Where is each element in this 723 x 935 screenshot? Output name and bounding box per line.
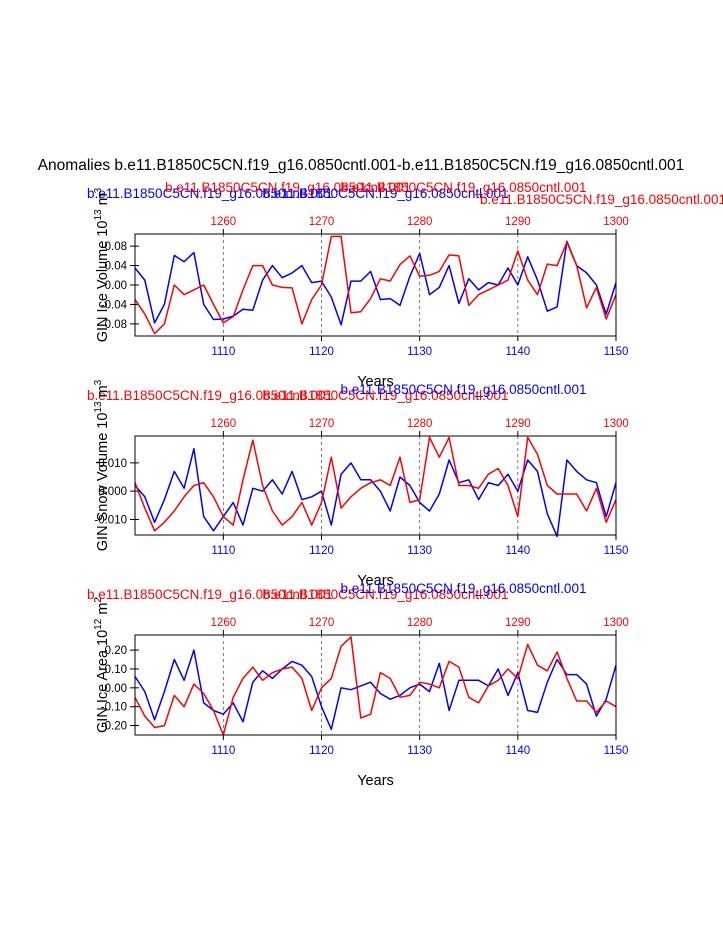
x-tick-label-top: 1270 bbox=[309, 216, 335, 228]
case-title: b.e11.B1850C5CN.f19_g16.0850cntl.001 bbox=[165, 180, 411, 195]
case-title: b.e11.B1850C5CN.f19_g16.0850cntl.001 bbox=[480, 192, 723, 207]
x-tick-label-bottom: 1130 bbox=[407, 346, 432, 358]
y-axis-label: GIN Ice Area 1012 m2 bbox=[93, 597, 111, 733]
series-line bbox=[134, 447, 617, 538]
panel-ice-volume: -0.08 -0.04 0.00 0.04 0.08 1110 1120 1130 1140 11… bbox=[87, 180, 723, 390]
x-tick-label-bottom: 1120 bbox=[309, 346, 334, 358]
x-tick-label-top: 1290 bbox=[505, 617, 531, 629]
series-line bbox=[134, 436, 617, 532]
plot-frame bbox=[134, 233, 617, 337]
x-tick-label-bottom: 1140 bbox=[505, 545, 530, 557]
case-title: b.e11.B1850C5CN.f19_g16.0850cntl.001 bbox=[341, 180, 587, 195]
y-tick-label: 0.00 bbox=[105, 683, 127, 695]
x-tick-label-bottom: 1110 bbox=[211, 545, 235, 557]
x-tick-label-bottom: 1150 bbox=[604, 545, 629, 557]
y-axis-label: GIN Snow Volume 1013 m3 bbox=[93, 379, 111, 551]
x-tick-label-bottom: 1120 bbox=[309, 545, 334, 557]
case-title: b.e11.B1850C5CN.f19_g16.0850cntl.001 bbox=[87, 587, 333, 602]
y-tick-label: 0.04 bbox=[105, 261, 128, 273]
x-tick-label-top: 1300 bbox=[603, 617, 629, 629]
x-tick-label-top: 1260 bbox=[211, 418, 237, 430]
y-tick-label: 0.010 bbox=[98, 458, 127, 470]
case-title: b.e11.B1850C5CN.f19_g16.0850cntl.001 bbox=[341, 382, 587, 397]
x-tick-label-top: 1270 bbox=[309, 418, 335, 430]
series-line bbox=[134, 240, 617, 326]
x-tick-label-top: 1260 bbox=[211, 617, 237, 629]
x-tick-label-bottom: 1140 bbox=[505, 346, 530, 358]
x-tick-label-bottom: 1130 bbox=[407, 745, 432, 757]
x-tick-label-top: 1300 bbox=[603, 216, 629, 228]
panel-snow-volume: -0.010 0.000 0.010 1110 1120 1130 1140 1150 1260… bbox=[87, 379, 629, 589]
x-tick-label-bottom: 1140 bbox=[505, 745, 530, 757]
case-title: b.e11.B1850C5CN.f19_g16.0850cntl.001 bbox=[87, 388, 333, 403]
panel-ice-area: -0.20 -0.10 0.00 0.10 0.20 1110 1120 1130 1140 11… bbox=[87, 581, 629, 789]
x-tick-label-bottom: 1110 bbox=[211, 745, 235, 757]
series-line bbox=[134, 235, 617, 335]
x-tick-label-top: 1280 bbox=[407, 216, 433, 228]
y-tick-label: 0.00 bbox=[105, 280, 127, 292]
series-line bbox=[134, 636, 617, 736]
x-tick-label-top: 1270 bbox=[309, 617, 335, 629]
y-tick-label: -0.08 bbox=[101, 319, 127, 331]
x-axis-label: Years bbox=[357, 573, 394, 589]
y-tick-label: -0.20 bbox=[101, 721, 127, 733]
x-tick-label-top: 1280 bbox=[407, 617, 433, 629]
series-line bbox=[134, 649, 617, 731]
x-tick-label-bottom: 1110 bbox=[211, 346, 235, 358]
x-tick-label-top: 1260 bbox=[211, 216, 237, 228]
y-tick-label: 0.08 bbox=[105, 241, 127, 253]
x-tick-label-bottom: 1150 bbox=[604, 346, 629, 358]
case-title: b.e11.B1850C5CN.f19_g16.0850cntl.001 bbox=[341, 581, 587, 596]
x-tick-label-top: 1300 bbox=[603, 418, 629, 430]
plot-frame bbox=[134, 634, 617, 736]
x-tick-label-top: 1290 bbox=[505, 216, 531, 228]
y-tick-label: -0.04 bbox=[101, 299, 128, 311]
x-tick-label-bottom: 1130 bbox=[407, 545, 432, 557]
x-tick-label-top: 1280 bbox=[407, 418, 433, 430]
x-axis-label: Years bbox=[357, 374, 394, 390]
figure-title: Anomalies b.e11.B1850C5CN.f19_g16.0850cn… bbox=[38, 157, 685, 174]
plot-frame bbox=[134, 435, 617, 536]
y-tick-label: -0.010 bbox=[94, 514, 127, 526]
y-tick-label: 0.000 bbox=[98, 486, 127, 498]
case-title: b.e11.B1850C5CN.f19_g16.0850cntl.001 bbox=[263, 186, 509, 201]
y-axis-label: GIN Ice Volume 1013 m3 bbox=[93, 187, 111, 342]
x-tick-label-bottom: 1120 bbox=[309, 745, 334, 757]
case-title: b.e11.B1850C5CN.f19_g16.0850cntl.001 bbox=[263, 587, 509, 602]
y-tick-label: 0.10 bbox=[105, 664, 127, 676]
x-tick-label-top: 1290 bbox=[505, 418, 531, 430]
y-tick-label: -0.10 bbox=[101, 702, 127, 714]
x-axis-label: Years bbox=[357, 773, 394, 789]
case-title: b.e11.B1850C5CN.f19_g16.0850cntl.001 bbox=[87, 186, 333, 201]
x-tick-label-bottom: 1150 bbox=[604, 745, 629, 757]
y-tick-label: 0.20 bbox=[105, 645, 127, 657]
case-title: b.e11.B1850C5CN.f19_g16.0850cntl.001 bbox=[263, 388, 509, 403]
